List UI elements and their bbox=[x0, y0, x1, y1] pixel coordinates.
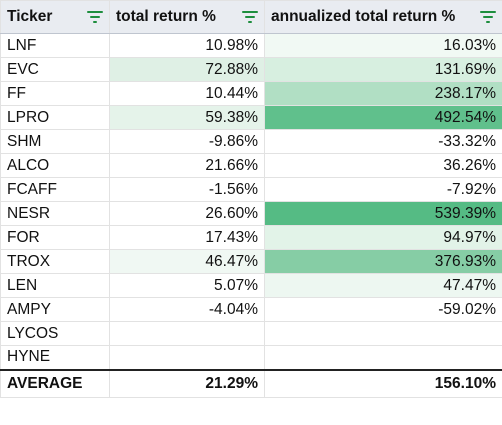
total-return-cell[interactable]: 17.43% bbox=[109, 225, 265, 250]
filter-icon[interactable] bbox=[480, 10, 496, 24]
table-row: LEN 5.07% 47.47% bbox=[0, 273, 502, 298]
ticker-cell[interactable]: FF bbox=[0, 81, 110, 106]
total-return-cell[interactable]: 5.07% bbox=[109, 273, 265, 298]
table-row: FCAFF -1.56% -7.92% bbox=[0, 177, 502, 202]
header-cell-total-return[interactable]: total return % bbox=[109, 0, 265, 34]
table-row: LNF 10.98% 16.03% bbox=[0, 33, 502, 58]
ticker-cell[interactable]: FCAFF bbox=[0, 177, 110, 202]
annualized-return-cell[interactable]: 492.54% bbox=[264, 105, 502, 130]
header-cell-ticker[interactable]: Ticker bbox=[0, 0, 110, 34]
annualized-return-cell[interactable]: 16.03% bbox=[264, 33, 502, 58]
table-row: NESR 26.60% 539.39% bbox=[0, 201, 502, 226]
annualized-return-cell[interactable]: 238.17% bbox=[264, 81, 502, 106]
header-label: total return % bbox=[116, 8, 216, 25]
average-annualized-cell[interactable]: 156.10% bbox=[264, 368, 502, 398]
header-row: Ticker total return % annualized total r… bbox=[0, 0, 502, 34]
total-return-cell[interactable]: 72.88% bbox=[109, 57, 265, 82]
ticker-cell[interactable]: EVC bbox=[0, 57, 110, 82]
annualized-return-cell[interactable]: -7.92% bbox=[264, 177, 502, 202]
annualized-return-cell[interactable]: -33.32% bbox=[264, 129, 502, 154]
total-return-cell[interactable]: 10.98% bbox=[109, 33, 265, 58]
total-return-cell[interactable] bbox=[109, 321, 265, 346]
ticker-cell[interactable]: NESR bbox=[0, 201, 110, 226]
average-total-cell[interactable]: 21.29% bbox=[109, 368, 265, 398]
annualized-return-cell[interactable] bbox=[264, 345, 502, 370]
total-return-cell[interactable]: -1.56% bbox=[109, 177, 265, 202]
annualized-return-cell[interactable]: 36.26% bbox=[264, 153, 502, 178]
total-return-cell[interactable]: 59.38% bbox=[109, 105, 265, 130]
ticker-cell[interactable]: LPRO bbox=[0, 105, 110, 130]
total-return-cell[interactable]: -4.04% bbox=[109, 297, 265, 322]
header-cell-annualized-return[interactable]: annualized total return % bbox=[264, 0, 502, 34]
filter-icon[interactable] bbox=[87, 10, 103, 24]
ticker-cell[interactable]: LYCOS bbox=[0, 321, 110, 346]
header-label: Ticker bbox=[7, 8, 53, 25]
ticker-cell[interactable]: FOR bbox=[0, 225, 110, 250]
table-row: ALCO 21.66% 36.26% bbox=[0, 153, 502, 178]
total-return-cell[interactable]: 26.60% bbox=[109, 201, 265, 226]
ticker-cell[interactable]: ALCO bbox=[0, 153, 110, 178]
total-return-cell[interactable]: -9.86% bbox=[109, 129, 265, 154]
annualized-return-cell[interactable]: 47.47% bbox=[264, 273, 502, 298]
table-row: SHM -9.86% -33.32% bbox=[0, 129, 502, 154]
table-row: FF 10.44% 238.17% bbox=[0, 81, 502, 106]
ticker-cell[interactable]: AMPY bbox=[0, 297, 110, 322]
table-body: LNF 10.98% 16.03% EVC 72.88% 131.69% FF 10.44% 2… bbox=[0, 33, 502, 370]
table-row: LYCOS bbox=[0, 321, 502, 346]
returns-table: Ticker total return % annualized total r… bbox=[0, 0, 502, 398]
total-return-cell[interactable] bbox=[109, 345, 265, 370]
table-row: EVC 72.88% 131.69% bbox=[0, 57, 502, 82]
ticker-cell[interactable]: HYNE bbox=[0, 345, 110, 370]
table-row: LPRO 59.38% 492.54% bbox=[0, 105, 502, 130]
table-row: TROX 46.47% 376.93% bbox=[0, 249, 502, 274]
table-row: FOR 17.43% 94.97% bbox=[0, 225, 502, 250]
ticker-cell[interactable]: LNF bbox=[0, 33, 110, 58]
annualized-return-cell[interactable] bbox=[264, 321, 502, 346]
table-row: AMPY -4.04% -59.02% bbox=[0, 297, 502, 322]
header-label: annualized total return % bbox=[271, 8, 456, 25]
annualized-return-cell[interactable]: 131.69% bbox=[264, 57, 502, 82]
table-row: HYNE bbox=[0, 345, 502, 370]
annualized-return-cell[interactable]: 539.39% bbox=[264, 201, 502, 226]
annualized-return-cell[interactable]: -59.02% bbox=[264, 297, 502, 322]
ticker-cell[interactable]: SHM bbox=[0, 129, 110, 154]
annualized-return-cell[interactable]: 376.93% bbox=[264, 249, 502, 274]
total-return-cell[interactable]: 21.66% bbox=[109, 153, 265, 178]
ticker-cell[interactable]: TROX bbox=[0, 249, 110, 274]
total-return-cell[interactable]: 10.44% bbox=[109, 81, 265, 106]
ticker-cell[interactable]: LEN bbox=[0, 273, 110, 298]
annualized-return-cell[interactable]: 94.97% bbox=[264, 225, 502, 250]
average-label-cell[interactable]: AVERAGE bbox=[0, 368, 110, 398]
average-row: AVERAGE 21.29% 156.10% bbox=[0, 368, 502, 398]
total-return-cell[interactable]: 46.47% bbox=[109, 249, 265, 274]
filter-icon[interactable] bbox=[242, 10, 258, 24]
